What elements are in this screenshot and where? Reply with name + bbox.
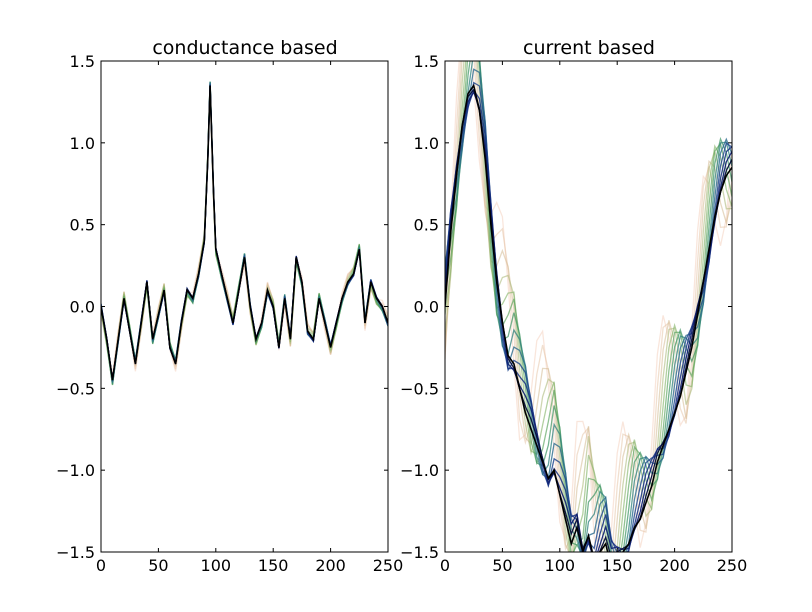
trace-line-0 [445,83,732,552]
y-tick-label: 1.5 [70,52,95,71]
y-tick-label: −1.5 [56,543,95,562]
panel-current-based: current based 0 50 100 150 200 250 1.5 1.0 0.5 0.… [400,37,747,575]
y-tick-label: 1.0 [414,134,439,153]
y-tick-label: 1.5 [414,52,439,71]
x-tick-label: 150 [258,556,289,575]
x-tick-label: 50 [492,556,512,575]
x-tick-label: 50 [148,556,168,575]
y-tick-label: 0.0 [70,298,95,317]
tick-group: 0 50 100 150 200 250 1.5 1.0 0.5 0.0 −0.5 −1.0 −1.5 [400,52,747,575]
y-tick-label: 0.0 [414,298,439,317]
y-tick-label: 0.5 [70,216,95,235]
x-tick-label: 250 [717,556,748,575]
x-tick-label: 250 [373,556,404,575]
x-tick-label: 100 [201,556,232,575]
trace-group [101,81,388,386]
y-tick-label: −1.0 [400,461,439,480]
y-tick-label: −0.5 [56,379,95,398]
trace-group [445,61,732,552]
x-tick-label: 0 [96,556,106,575]
y-tick-label: −1.0 [56,461,95,480]
trace-line-7 [445,61,732,552]
y-tick-label: 1.0 [70,134,95,153]
y-tick-label: −0.5 [400,379,439,398]
x-tick-label: 200 [659,556,690,575]
panel-conductance-based: conductance based 0 50 100 150 200 2501.51.00… [56,37,403,575]
trace-line-0 [101,85,388,381]
panel-title: current based [523,37,655,59]
x-tick-label: 100 [545,556,576,575]
x-tick-label: 0 [440,556,450,575]
y-tick-label: 0.5 [414,216,439,235]
trace-line-13 [445,61,732,552]
x-tick-label: 150 [602,556,633,575]
trace-line-2 [445,90,732,552]
y-tick-label: −1.5 [400,543,439,562]
panel-title: conductance based [152,37,337,59]
x-tick-label: 200 [315,556,346,575]
trace-line-8 [445,61,732,552]
tick-group: 0 50 100 150 200 250 1.5 1.0 0.5 0.0 −0.5 −1.0 −1.5 [56,52,403,575]
